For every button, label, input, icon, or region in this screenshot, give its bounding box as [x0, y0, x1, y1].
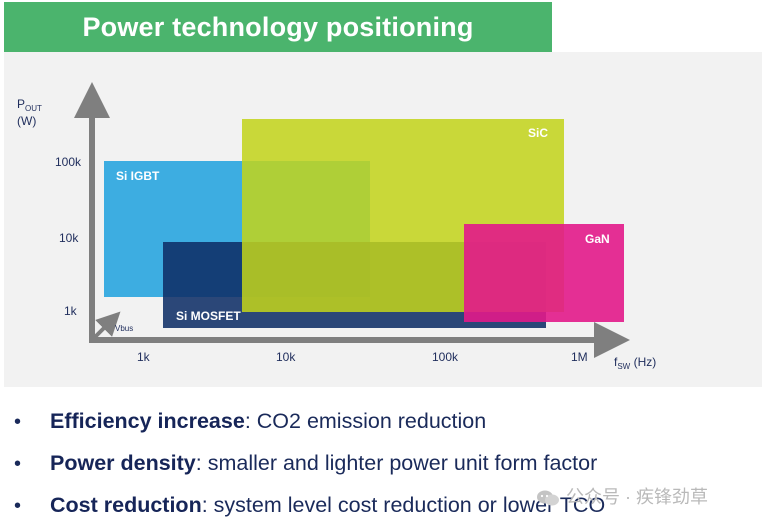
bullet-item: • Cost reduction: system level cost reduc…	[14, 489, 605, 521]
watermark-text: 公众号 · 疾锋劲草	[566, 487, 708, 507]
watermark: 公众号 · 疾锋劲草	[536, 484, 708, 510]
vbus-label: Vbus	[115, 324, 133, 333]
bullet-item: • Efficiency increase: CO2 emission reduc…	[14, 405, 486, 437]
vbus-diagonal-arrow	[93, 311, 121, 339]
x-tick-label: 1M	[571, 350, 588, 364]
header-band: Power technology positioning	[4, 2, 552, 52]
label-sic: SiC	[528, 126, 548, 140]
bullet-bold: Cost reduction	[50, 493, 202, 517]
region-gan	[464, 224, 624, 322]
bullet-item: • Power density: smaller and lighter powe…	[14, 447, 597, 479]
y-axis-title: POUT	[17, 97, 42, 113]
bullet-text: : smaller and lighter power unit form fa…	[195, 451, 598, 475]
bullet-dot: •	[14, 453, 22, 475]
x-tick-label: 10k	[276, 350, 296, 364]
y-tick-label: 1k	[64, 304, 78, 318]
label-gan: GaN	[585, 232, 610, 246]
bullet-bold: Efficiency increase	[50, 409, 245, 433]
x-tick-label: 1k	[137, 350, 151, 364]
y-tick-label: 10k	[59, 231, 79, 245]
x-axis-title: fSW (Hz)	[614, 355, 656, 371]
bullet-bold: Power density	[50, 451, 196, 475]
bullet-dot: •	[14, 495, 22, 517]
slide-title: Power technology positioning	[82, 12, 474, 42]
label-si-mosfet: Si MOSFET	[176, 309, 241, 323]
technology-positioning-diagram: Si IGBT Si MOSFET SiC GaN POUT (W) 100k …	[17, 82, 656, 371]
bullet-text: : CO2 emission reduction	[244, 409, 487, 433]
y-axis-unit: (W)	[17, 114, 36, 128]
y-tick-label: 100k	[55, 155, 82, 169]
wechat-icon	[537, 490, 559, 506]
label-si-igbt: Si IGBT	[116, 169, 160, 183]
x-tick-label: 100k	[432, 350, 459, 364]
bullet-dot: •	[14, 411, 22, 433]
